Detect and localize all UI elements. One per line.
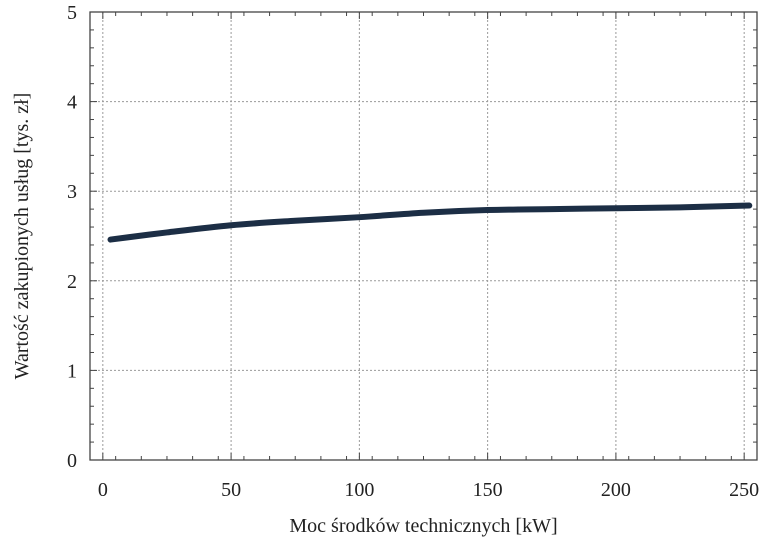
series-group xyxy=(107,202,753,243)
plot-frame xyxy=(89,11,758,461)
grid xyxy=(90,11,757,461)
x-tick-label: 50 xyxy=(221,479,241,501)
y-tick-label: 3 xyxy=(67,181,77,203)
y-tick-label: 2 xyxy=(67,271,77,293)
y-axis-title: Wartość zakupionych usług [tys. zł] xyxy=(11,93,33,380)
x-tick-label: 200 xyxy=(601,479,631,501)
y-tick-labels: 0 1 2 3 4 5 xyxy=(67,2,77,472)
x-tick-label: 100 xyxy=(344,479,374,501)
y-tick-label: 1 xyxy=(67,360,77,382)
x-axis-title: Moc środków technicznych [kW] xyxy=(289,515,557,537)
y-tick-label: 4 xyxy=(67,92,77,114)
x-tick-label: 150 xyxy=(473,479,503,501)
y-tick-label: 0 xyxy=(67,450,77,472)
x-tick-labels: 0 50 100 150 200 250 xyxy=(98,479,759,501)
series-line xyxy=(107,202,753,243)
x-tick-label: 250 xyxy=(729,479,759,501)
x-tick-label: 0 xyxy=(98,479,108,501)
y-tick-label: 5 xyxy=(67,2,77,24)
axis-ticks xyxy=(89,11,758,461)
